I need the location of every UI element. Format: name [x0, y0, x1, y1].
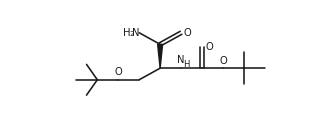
Text: H: H	[123, 28, 131, 38]
Text: N: N	[132, 28, 140, 38]
Text: 2: 2	[129, 31, 134, 37]
Text: O: O	[183, 28, 191, 38]
Text: O: O	[219, 55, 227, 65]
Text: O: O	[115, 67, 122, 77]
Text: O: O	[205, 42, 213, 52]
Text: N: N	[177, 55, 185, 65]
Text: H: H	[183, 60, 190, 69]
Polygon shape	[158, 44, 163, 68]
